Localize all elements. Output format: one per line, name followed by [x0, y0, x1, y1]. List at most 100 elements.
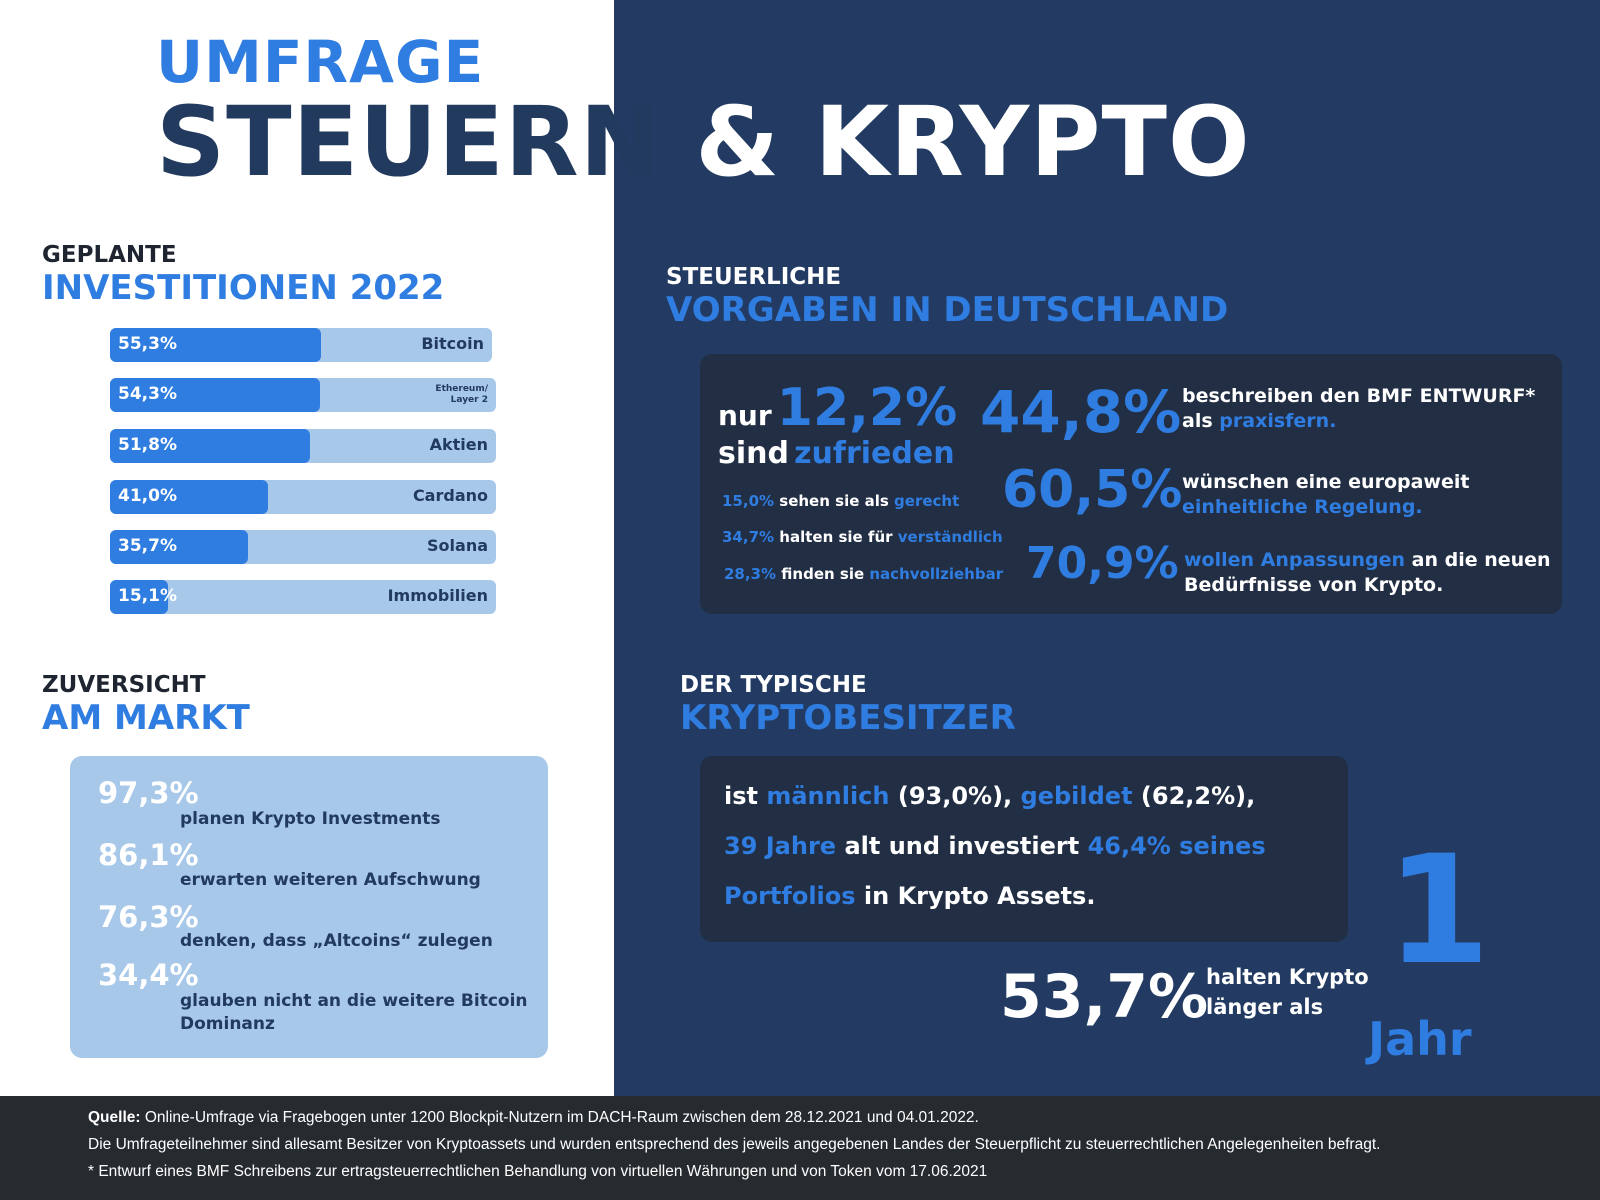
small-stat-value: 28,3% [724, 565, 777, 583]
bar-row: 15,1% Immobilien [110, 580, 496, 614]
bar-value: 35,7% [118, 536, 177, 556]
bar-row: 54,3% Ethereum/ Layer 2 [110, 378, 496, 412]
zuversicht-value: 34,4% [98, 958, 199, 992]
big-percent-70: 70,9% [1026, 538, 1179, 589]
footer-line2: Die Umfrageteilnehmer sind allesamt Besi… [88, 1136, 1381, 1153]
besitzer-box: ist männlich (93,0%), gebildet (62,2%), … [700, 756, 1348, 942]
besitzer-title-bottom: KRYPTOBESITZER [680, 698, 1016, 738]
zuversicht-value: 76,3% [98, 900, 199, 934]
bar-row: 41,0% Cardano [110, 480, 496, 514]
title-krypto: & KRYPTO [695, 86, 1251, 198]
desc-60: wünschen eine europaweit einheitliche Re… [1182, 470, 1469, 520]
one-year-number: 1 [1386, 824, 1491, 998]
desc-44-line2: als praxisfern. [1182, 409, 1535, 434]
l1a: ist [724, 782, 758, 810]
bar-value: 54,3% [118, 384, 177, 404]
bar-label: Immobilien [387, 586, 488, 605]
besitzer-line1: ist männlich (93,0%), gebildet (62,2%), [724, 782, 1255, 810]
investitionen-title-bottom: INVESTITIONEN 2022 [42, 268, 445, 308]
footer: Quelle: Online-Umfrage via Fragebogen un… [0, 1096, 1600, 1200]
bar-row: 55,3% Bitcoin [110, 328, 492, 362]
investitionen-title-top: GEPLANTE [42, 242, 177, 268]
bar-label: Bitcoin [421, 334, 484, 353]
desc-44-highlight: praxisfern. [1219, 410, 1337, 432]
zuversicht-text: erwarten weiteren Aufschwung [180, 870, 481, 890]
jahr-label: Jahr [1368, 1012, 1472, 1066]
l1d: gebildet [1020, 782, 1133, 810]
desc-70-line2: Bedürfnisse von Krypto. [1184, 574, 1444, 596]
zuversicht-title-bottom: AM MARKT [42, 698, 250, 738]
small-stat: 34,7% halten sie für verständlich [722, 528, 1003, 546]
l2b: alt und investiert [844, 832, 1080, 860]
big-percent-60: 60,5% [1002, 460, 1183, 520]
hold-line1: halten Krypto [1206, 965, 1369, 989]
bar-value: 41,0% [118, 486, 177, 506]
bar-fill [110, 580, 169, 614]
sind-text: sind [718, 436, 789, 471]
l3a: Portfolios [724, 882, 856, 910]
small-stat-text: halten sie für [779, 528, 893, 546]
desc-44-line1: beschreiben den BMF ENTWURF* [1182, 385, 1536, 407]
vorgaben-title-bottom: VORGABEN IN DEUTSCHLAND [666, 290, 1229, 330]
l1b: männlich [766, 782, 890, 810]
small-stat-value: 34,7% [722, 528, 775, 546]
small-stat: 15,0% sehen sie als gerecht [722, 492, 959, 510]
bar-label: Solana [427, 536, 488, 555]
desc-44: beschreiben den BMF ENTWURF* als praxisf… [1182, 384, 1535, 434]
bar-fill [110, 328, 322, 362]
bar-fill [110, 530, 248, 564]
bar-label: Aktien [429, 435, 488, 454]
besitzer-line3: Portfolios in Krypto Assets. [724, 882, 1095, 910]
l1e: (62,2%), [1140, 782, 1256, 810]
title-steuern: STEUERN [156, 86, 661, 198]
small-stat-highlight: verständlich [897, 528, 1003, 546]
small-stat-highlight: gerecht [894, 492, 960, 510]
small-stat-highlight: nachvollziehbar [869, 565, 1004, 583]
zuversicht-value: 86,1% [98, 838, 199, 872]
hold-line2: länger als [1206, 995, 1324, 1019]
sind-zufrieden: sind zufrieden [718, 436, 955, 471]
desc-60-line1: wünschen eine europaweit [1182, 471, 1470, 493]
big-percent-44: 44,8% [980, 378, 1182, 446]
footer-line3: * Entwurf eines BMF Schreibens zur ertra… [88, 1163, 988, 1180]
desc-60-line2: einheitliche Regelung. [1182, 496, 1423, 518]
small-stat-text: finden sie [781, 565, 865, 583]
bar-fill [110, 378, 320, 412]
bar-label-line2: Layer 2 [450, 395, 488, 405]
desc-70: wollen Anpassungen an die neuen Bedürfni… [1184, 548, 1551, 598]
zufrieden-block: nur 12,2% [718, 378, 957, 438]
bar-label: Cardano [412, 486, 488, 505]
l2c: 46,4% seines [1087, 832, 1266, 860]
small-stat-text: sehen sie als [779, 492, 889, 510]
l3b: in Krypto Assets. [863, 882, 1096, 910]
l2a: 39 Jahre [724, 832, 837, 860]
bar-value: 15,1% [118, 586, 177, 606]
zuversicht-value: 97,3% [98, 776, 199, 810]
desc-70-highlight: wollen Anpassungen [1184, 549, 1405, 571]
bar-row: 35,7% Solana [110, 530, 496, 564]
small-stat-value: 15,0% [722, 492, 775, 510]
hold-text: halten Krypto länger als [1206, 962, 1369, 1022]
zuversicht-box: 97,3% planen Krypto Investments 86,1% er… [70, 756, 548, 1058]
zufrieden-text: zufrieden [794, 436, 955, 471]
hold-percent: 53,7% [1000, 962, 1209, 1032]
besitzer-title-top: DER TYPISCHE [680, 672, 867, 698]
footer-line1: Quelle: Online-Umfrage via Fragebogen un… [88, 1104, 1600, 1131]
main-title: STEUERN & KRYPTO [156, 86, 1251, 198]
l1c: (93,0%), [897, 782, 1013, 810]
bar-row: 51,8% Aktien [110, 429, 496, 463]
zuversicht-text: denken, dass „Altcoins“ zulegen [180, 931, 493, 951]
nur-text: nur [718, 399, 772, 432]
vorgaben-box: nur 12,2% sind zufrieden 15,0% sehen sie… [700, 354, 1562, 614]
desc-70-line1: wollen Anpassungen an die neuen [1184, 548, 1551, 573]
bar-label: Ethereum/ Layer 2 [435, 384, 488, 406]
zuversicht-text: glauben nicht an die weitere Bitcoin Dom… [180, 991, 528, 1034]
nur-value: 12,2% [776, 378, 958, 438]
bar-fill [110, 480, 269, 514]
zuversicht-title-top: ZUVERSICHT [42, 672, 206, 698]
bar-value: 55,3% [118, 334, 177, 354]
vorgaben-title-top: STEUERLICHE [666, 264, 842, 290]
desc-44-plain: als [1182, 410, 1213, 432]
bar-fill [110, 429, 310, 463]
bar-value: 51,8% [118, 435, 177, 455]
